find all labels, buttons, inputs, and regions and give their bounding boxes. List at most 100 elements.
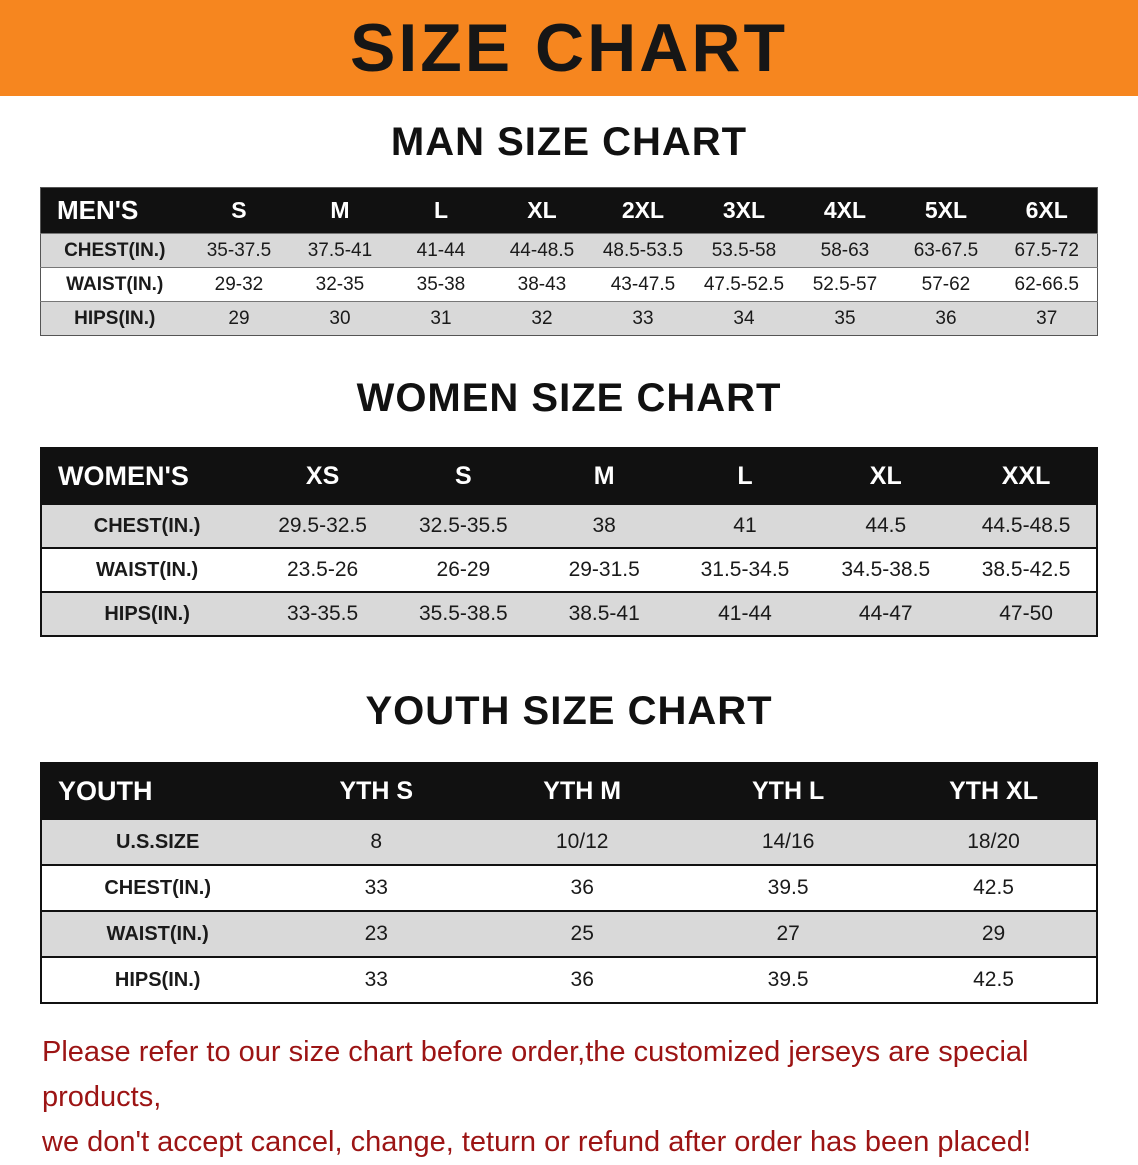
size-value-cell: 41-44	[674, 591, 816, 636]
size-column-header: 4XL	[794, 187, 896, 234]
size-value-cell: 32.5-35.5	[392, 503, 534, 548]
size-value-cell: 32-35	[289, 267, 391, 302]
table-row: HIPS(IN.) 29 30 31 32 33 34 35 36 37	[40, 301, 1098, 336]
size-value-cell: 27	[685, 910, 892, 957]
size-value-cell: 37	[996, 301, 1098, 336]
row-label-cell: WAIST(IN.)	[41, 547, 253, 592]
size-value-cell: 38-43	[491, 267, 593, 302]
size-value-cell: 42.5	[891, 864, 1097, 911]
size-value-cell: 34.5-38.5	[815, 547, 957, 592]
size-value-cell: 44.5-48.5	[956, 503, 1097, 548]
size-value-cell: 35-37.5	[188, 233, 290, 268]
row-label-cell: CHEST(IN.)	[41, 503, 253, 548]
size-column-header: S	[392, 448, 534, 504]
mens-section: MAN SIZE CHART MEN'S S M L XL 2XL 3XL 4XL 5XL 6XL…	[0, 120, 1138, 336]
table-row: WAIST(IN.) 29-32 32-35 35-38 38-43 43-47.5 47.…	[40, 267, 1098, 302]
size-value-cell: 39.5	[685, 956, 892, 1003]
size-value-cell: 34	[693, 301, 795, 336]
women-section-heading: WOMEN SIZE CHART	[356, 376, 782, 420]
size-value-cell: 23	[273, 910, 480, 957]
size-value-cell: 29-31.5	[533, 547, 675, 592]
size-value-cell: 63-67.5	[895, 233, 997, 268]
size-value-cell: 44-48.5	[491, 233, 593, 268]
size-value-cell: 25	[479, 910, 686, 957]
size-value-cell: 41	[674, 503, 816, 548]
row-label-cell: WAIST(IN.)	[40, 267, 189, 302]
size-value-cell: 35	[794, 301, 896, 336]
size-column-header: 5XL	[895, 187, 997, 234]
size-column-header: YTH XL	[891, 763, 1097, 819]
table-row: WAIST(IN.) 23.5-26 26-29 29-31.5 31.5-34.5 34…	[41, 547, 1097, 592]
size-column-header: S	[188, 187, 290, 234]
size-value-cell: 38.5-42.5	[956, 547, 1097, 592]
size-column-header: XXL	[956, 448, 1097, 504]
size-value-cell: 14/16	[685, 818, 892, 865]
size-column-header: XL	[815, 448, 957, 504]
size-value-cell: 43-47.5	[592, 267, 694, 302]
size-value-cell: 44-47	[815, 591, 957, 636]
size-value-cell: 41-44	[390, 233, 492, 268]
table-header-row: WOMEN'S XS S M L XL XXL	[41, 448, 1097, 504]
size-value-cell: 39.5	[685, 864, 892, 911]
size-value-cell: 33-35.5	[252, 591, 393, 636]
size-value-cell: 36	[479, 864, 686, 911]
size-value-cell: 57-62	[895, 267, 997, 302]
notice-line-2: we don't accept cancel, change, teturn o…	[42, 1125, 1031, 1158]
row-label-cell: U.S.SIZE	[41, 818, 274, 865]
size-value-cell: 18/20	[891, 818, 1097, 865]
mens-size-table: MEN'S S M L XL 2XL 3XL 4XL 5XL 6XL CHEST(IN.) 35-37…	[40, 187, 1098, 336]
size-value-cell: 58-63	[794, 233, 896, 268]
size-column-header: YTH L	[685, 763, 892, 819]
size-column-header: M	[533, 448, 675, 504]
size-value-cell: 36	[479, 956, 686, 1003]
size-column-header: YTH S	[273, 763, 480, 819]
size-value-cell: 67.5-72	[996, 233, 1098, 268]
size-column-header: 3XL	[693, 187, 795, 234]
youth-section: YOUTH SIZE CHART YOUTH YTH S YTH M YTH L YTH…	[0, 689, 1138, 1004]
row-label-cell: WAIST(IN.)	[41, 910, 274, 957]
youth-section-heading: YOUTH SIZE CHART	[365, 689, 773, 733]
size-column-header: YTH M	[479, 763, 686, 819]
table-row: HIPS(IN.) 33-35.5 35.5-38.5 38.5-41 41-44 44-…	[41, 591, 1097, 636]
size-value-cell: 37.5-41	[289, 233, 391, 268]
size-value-cell: 44.5	[815, 503, 957, 548]
size-value-cell: 29-32	[188, 267, 290, 302]
size-value-cell: 53.5-58	[693, 233, 795, 268]
size-value-cell: 47.5-52.5	[693, 267, 795, 302]
size-value-cell: 33	[592, 301, 694, 336]
size-value-cell: 62-66.5	[996, 267, 1098, 302]
row-label-cell: CHEST(IN.)	[41, 864, 274, 911]
row-label-cell: HIPS(IN.)	[41, 956, 274, 1003]
size-value-cell: 32	[491, 301, 593, 336]
size-value-cell: 31	[390, 301, 492, 336]
table-row: CHEST(IN.) 29.5-32.5 32.5-35.5 38 41 44.5 44.5…	[41, 503, 1097, 548]
size-column-header: L	[390, 187, 492, 234]
size-value-cell: 31.5-34.5	[674, 547, 816, 592]
women-section: WOMEN SIZE CHART WOMEN'S XS S M L XL XXL CHEST(…	[0, 376, 1138, 637]
row-label-cell: HIPS(IN.)	[40, 301, 189, 336]
size-column-header: 6XL	[996, 187, 1098, 234]
size-value-cell: 38	[533, 503, 675, 548]
table-header-row: MEN'S S M L XL 2XL 3XL 4XL 5XL 6XL	[40, 187, 1098, 234]
size-value-cell: 23.5-26	[252, 547, 393, 592]
size-value-cell: 38.5-41	[533, 591, 675, 636]
women-size-table: WOMEN'S XS S M L XL XXL CHEST(IN.) 29.5-32.5 32.5…	[40, 447, 1098, 637]
size-value-cell: 52.5-57	[794, 267, 896, 302]
table-row: WAIST(IN.) 23 25 27 29	[41, 910, 1097, 957]
page-title: SIZE CHART	[350, 10, 788, 86]
size-value-cell: 29	[891, 910, 1097, 957]
row-label-cell: CHEST(IN.)	[40, 233, 189, 268]
size-value-cell: 48.5-53.5	[592, 233, 694, 268]
table-header-row: YOUTH YTH S YTH M YTH L YTH XL	[41, 763, 1097, 819]
table-title-cell: WOMEN'S	[41, 448, 253, 504]
size-value-cell: 36	[895, 301, 997, 336]
size-column-header: XS	[252, 448, 393, 504]
size-value-cell: 29	[188, 301, 290, 336]
size-value-cell: 35-38	[390, 267, 492, 302]
size-column-header: L	[674, 448, 816, 504]
row-label-cell: HIPS(IN.)	[41, 591, 253, 636]
size-column-header: 2XL	[592, 187, 694, 234]
table-row: U.S.SIZE 8 10/12 14/16 18/20	[41, 818, 1097, 865]
size-value-cell: 29.5-32.5	[252, 503, 393, 548]
size-column-header: M	[289, 187, 391, 234]
